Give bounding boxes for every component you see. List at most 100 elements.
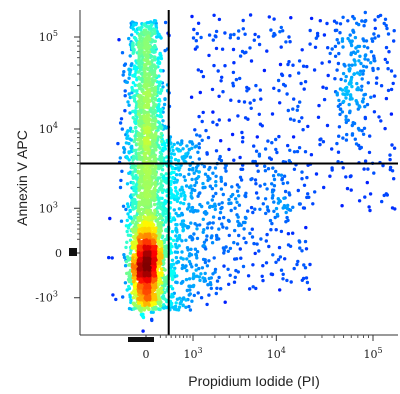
data-point [159, 240, 163, 244]
data-point [199, 35, 203, 40]
data-point [158, 258, 162, 263]
data-point [367, 205, 371, 209]
data-point [108, 216, 112, 221]
data-point [302, 87, 306, 91]
data-point [159, 125, 163, 129]
data-point [362, 126, 367, 130]
data-point [291, 63, 295, 67]
data-point [236, 114, 240, 118]
data-point [168, 182, 173, 187]
data-point [324, 86, 329, 91]
data-point [231, 70, 236, 75]
data-point [300, 177, 304, 181]
data-point [137, 142, 141, 146]
data-point [241, 220, 246, 225]
data-point [264, 211, 268, 216]
data-point [344, 114, 348, 119]
data-point [286, 203, 290, 208]
data-point [249, 59, 254, 63]
data-point [241, 27, 245, 31]
data-point [148, 194, 152, 198]
data-point [159, 261, 163, 266]
data-point [144, 205, 148, 210]
data-point [257, 152, 262, 156]
data-point [139, 194, 143, 199]
data-point [145, 82, 149, 87]
data-point [267, 156, 272, 160]
data-point [147, 303, 151, 307]
data-point [174, 234, 178, 238]
data-point [147, 31, 151, 35]
data-point [146, 263, 151, 268]
data-point [183, 197, 187, 201]
data-point [318, 138, 322, 142]
data-point [225, 226, 229, 230]
x-axis-title: Propidium Iodide (PI) [188, 373, 320, 389]
data-point [349, 188, 353, 192]
data-point [300, 170, 304, 174]
data-point [339, 77, 343, 82]
data-point [131, 170, 135, 174]
data-point [254, 83, 258, 88]
data-point [259, 237, 263, 241]
data-point [347, 82, 351, 86]
data-point [131, 220, 135, 225]
data-point [256, 35, 261, 39]
data-point [276, 258, 281, 262]
data-point [207, 53, 211, 58]
data-point [179, 194, 183, 198]
data-point [200, 204, 204, 209]
data-point [348, 93, 353, 97]
data-point [136, 109, 141, 114]
data-point [256, 196, 260, 200]
data-point [151, 93, 155, 97]
y-axis-ticks: -103 0 103 104 105 [35, 29, 80, 305]
data-point [357, 59, 361, 63]
data-point [142, 215, 146, 219]
data-point [199, 296, 204, 300]
data-point [146, 115, 150, 120]
data-point [222, 264, 226, 268]
data-point [143, 252, 147, 256]
data-point [369, 95, 373, 100]
data-point [145, 25, 150, 29]
data-point [117, 38, 121, 42]
data-point [190, 299, 194, 303]
data-point [164, 176, 169, 181]
data-point [222, 215, 226, 220]
data-point [111, 293, 115, 297]
data-point [161, 85, 165, 89]
data-point [227, 282, 231, 286]
data-point [393, 74, 397, 78]
data-point [253, 159, 257, 164]
data-point [139, 233, 144, 237]
data-point [386, 32, 391, 36]
y-tick-label: 104 [39, 121, 58, 136]
data-point [143, 285, 147, 289]
data-point [287, 60, 291, 64]
data-point [228, 36, 232, 40]
data-point [278, 62, 283, 67]
data-point [244, 194, 248, 199]
data-point [288, 193, 292, 197]
data-point [201, 181, 205, 186]
data-point [196, 291, 200, 295]
data-point [153, 115, 157, 119]
data-point [160, 142, 164, 147]
data-point [173, 166, 178, 171]
data-point [237, 194, 241, 198]
data-point [248, 101, 252, 105]
data-point [350, 97, 354, 101]
data-point [127, 67, 131, 71]
data-point [150, 58, 155, 63]
data-point [193, 145, 197, 149]
data-point [129, 298, 133, 302]
data-point [133, 36, 138, 41]
data-point [227, 219, 231, 223]
data-point [386, 67, 390, 71]
data-point [272, 17, 276, 21]
data-point [141, 329, 145, 333]
data-point [288, 244, 293, 248]
data-point [147, 140, 151, 144]
y-tick-label: 105 [39, 29, 58, 44]
